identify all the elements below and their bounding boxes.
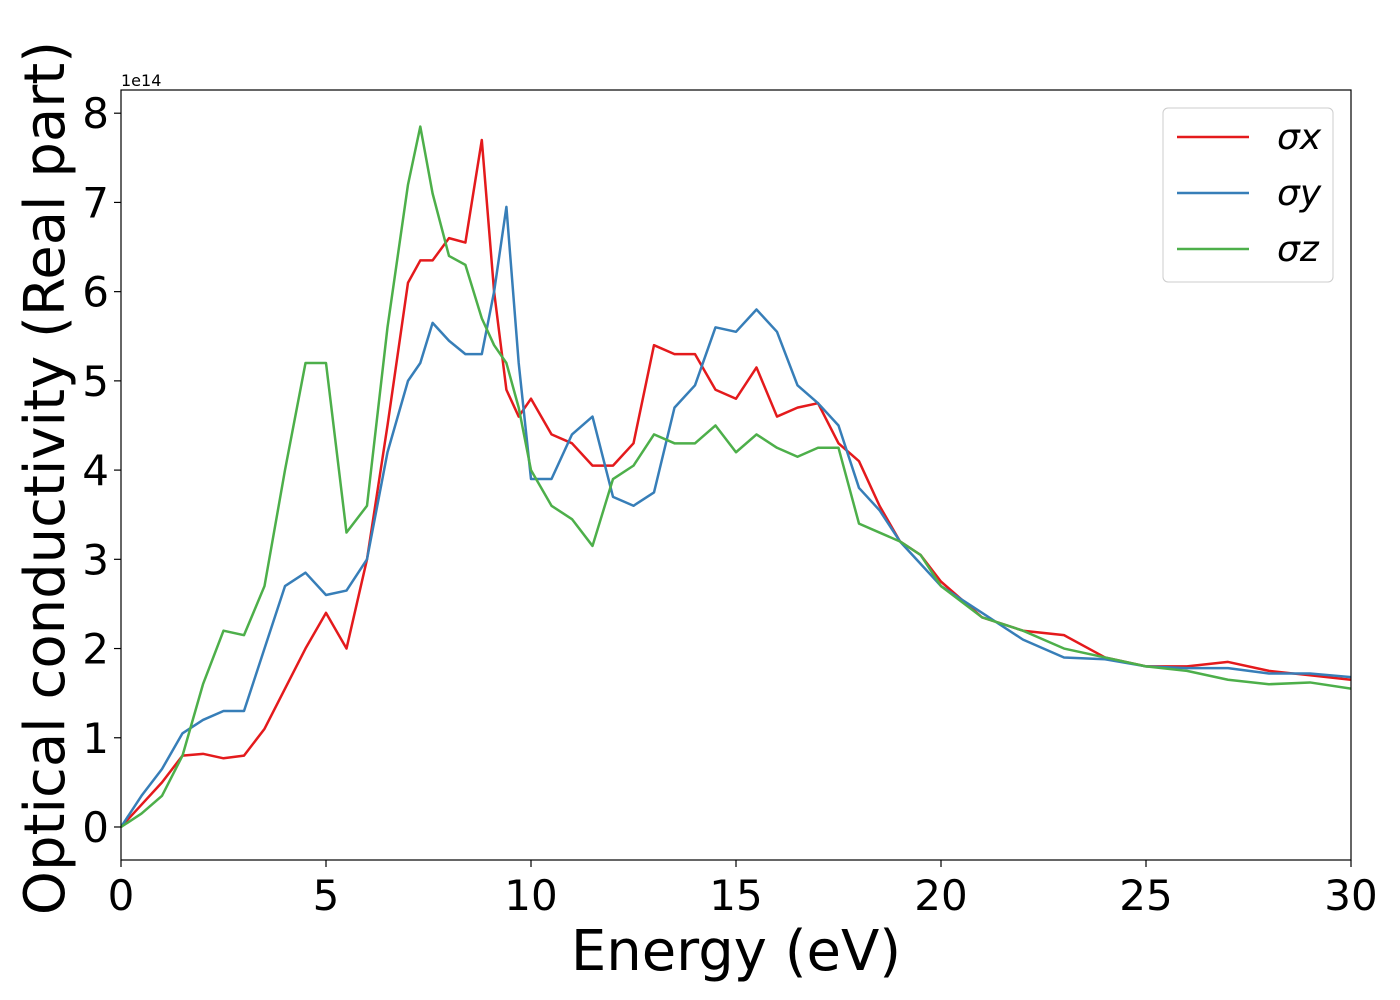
y-tick-label: 2	[82, 625, 109, 674]
x-tick-label: 15	[709, 871, 762, 920]
legend-box	[1162, 107, 1334, 283]
y-axis-label: Optical conductivity (Real part)	[13, 41, 78, 915]
y-tick-label: 8	[82, 89, 109, 138]
legend-label: σy	[1277, 173, 1322, 214]
series-line	[121, 205, 1351, 828]
y-tick-label: 0	[82, 803, 109, 852]
x-tick-label: 30	[1324, 871, 1377, 920]
legend-label: σz	[1277, 229, 1320, 270]
x-tick-label: 5	[313, 871, 340, 920]
y-tick-label: 7	[82, 178, 109, 227]
legend-label: σx	[1277, 117, 1322, 158]
plot-frame	[120, 89, 1352, 861]
series-line	[121, 125, 1351, 829]
x-tick-label: 20	[914, 871, 967, 920]
y-tick-label: 4	[82, 446, 109, 495]
x-tick-label: 25	[1119, 871, 1172, 920]
y-tick-label: 1	[82, 714, 109, 763]
x-axis-label: Energy (eV)	[571, 919, 901, 984]
y-tick-label: 3	[82, 535, 109, 584]
x-tick-label: 10	[504, 871, 557, 920]
offset-label: 1e14	[121, 71, 161, 90]
y-tick-label: 5	[82, 357, 109, 406]
x-tick-label: 0	[108, 871, 135, 920]
y-tick-label: 6	[82, 268, 109, 317]
